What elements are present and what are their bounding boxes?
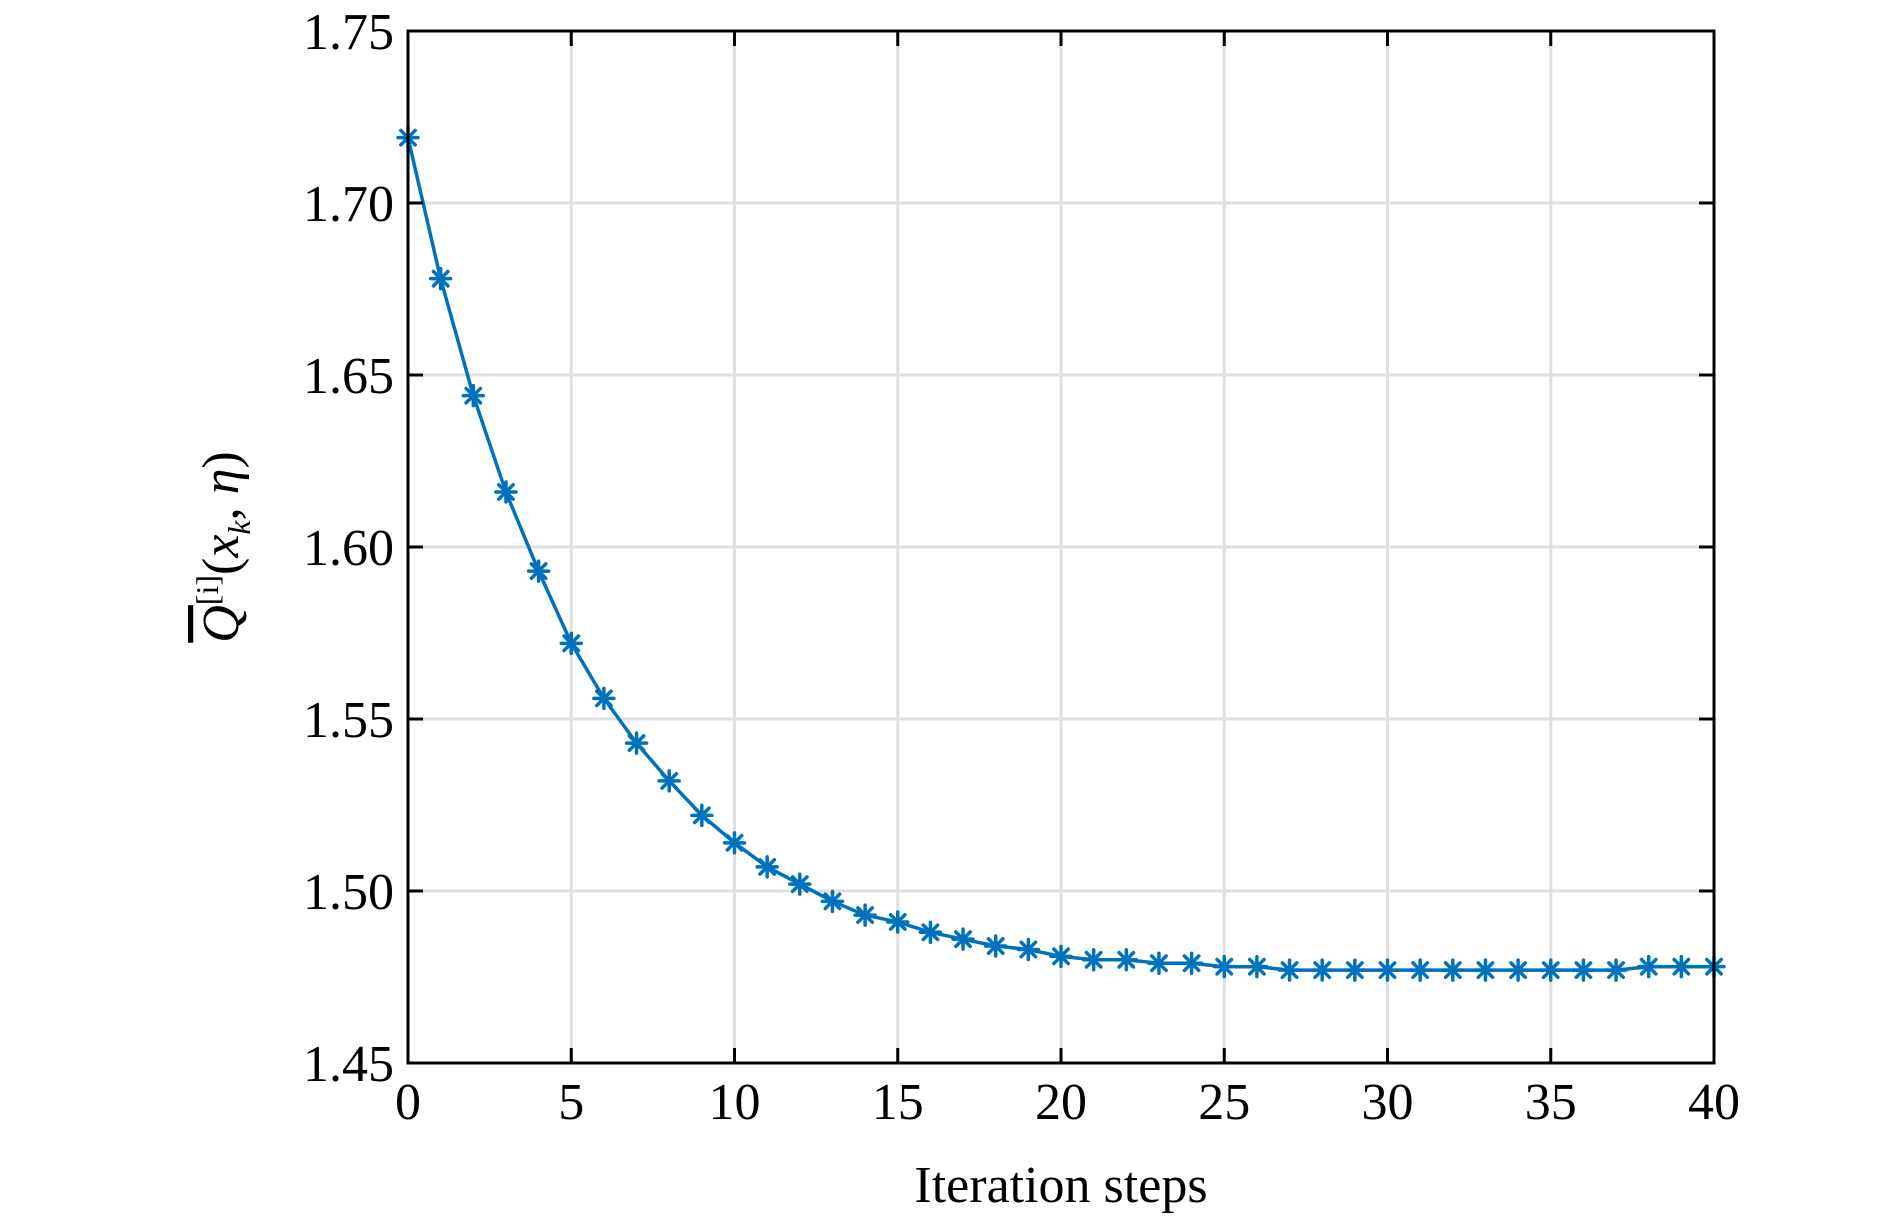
data-point-marker [853,903,877,927]
data-point-marker [624,731,649,755]
data-point-marker [1114,948,1139,972]
ylabel-separator: , [193,494,250,520]
data-point-marker [722,831,747,855]
ylabel-close-paren: ) [193,451,250,468]
data-point-marker [1310,958,1334,982]
data-point-marker [1179,951,1204,975]
x-tick-labels: 0 5 10 15 20 25 30 35 40 [395,1074,1740,1131]
x-tick-label: 35 [1525,1074,1577,1131]
data-point-marker [657,769,681,793]
y-axis-label: Q[i](xk, η) [189,451,257,643]
x-tick-label: 20 [1035,1074,1087,1131]
ylabel-open-paren: ( [193,558,250,575]
data-point-marker [1081,948,1106,972]
data-point-marker [1408,958,1432,982]
data-point-marker [1147,951,1171,975]
y-tick-label: 1.75 [303,4,394,61]
data-point-marker [494,480,518,504]
data-point-marker [1571,958,1596,982]
grid-lines [408,31,1714,1063]
data-point-marker [918,920,943,945]
data-point-marker [690,803,714,828]
data-point-marker [951,927,975,951]
x-tick-label: 5 [558,1074,584,1131]
data-point-marker [1636,954,1661,979]
ylabel-arg1-subscript: k [221,520,257,535]
y-tick-label: 1.70 [303,176,394,233]
axis-ticks [406,29,1716,1065]
data-point-marker [1473,958,1498,982]
svg-text:Q[i](xk, η): Q[i](xk, η) [189,451,257,643]
data-point-marker [1604,958,1628,982]
x-tick-label: 10 [709,1074,761,1131]
ylabel-superscript: [i] [189,575,225,605]
data-point-marker [820,889,845,914]
x-axis-label: Iteration steps [914,1157,1207,1214]
data-point-marker [1539,958,1563,982]
x-tick-label: 0 [395,1074,421,1131]
data-point-marker [1669,954,1694,979]
y-tick-label: 1.45 [303,1036,394,1093]
data-point-marker [1049,944,1073,969]
plot-series [396,125,1726,982]
y-tick-labels: 1.45 1.50 1.55 1.60 1.65 1.70 1.75 [303,4,394,1093]
ylabel-arg1: x [193,535,250,559]
data-point-marker [526,559,551,583]
x-tick-label: 40 [1688,1074,1740,1131]
data-point-marker [1506,958,1530,982]
y-tick-label: 1.50 [303,864,394,921]
data-point-marker [886,910,910,934]
data-point-marker [1277,958,1302,982]
ylabel-symbol: Q [193,605,250,643]
data-point-marker [592,686,616,711]
x-tick-label: 25 [1198,1074,1250,1131]
data-point-marker [1016,937,1041,962]
data-point-marker [1245,954,1269,979]
data-point-marker [1212,954,1236,979]
data-point-marker [428,266,453,291]
data-point-marker [1375,958,1400,982]
x-tick-label: 15 [872,1074,924,1131]
data-point-marker [559,631,583,656]
data-point-marker [461,383,486,408]
x-tick-label: 30 [1362,1074,1414,1131]
ylabel-arg2: η [193,469,250,495]
data-point-marker [788,872,812,896]
data-point-marker [1343,958,1367,982]
data-point-marker [983,934,1008,958]
data-point-marker [755,855,779,879]
y-tick-label: 1.65 [303,348,394,405]
data-point-marker [1441,958,1465,982]
y-tick-label: 1.55 [303,692,394,749]
y-tick-label: 1.60 [303,520,394,577]
